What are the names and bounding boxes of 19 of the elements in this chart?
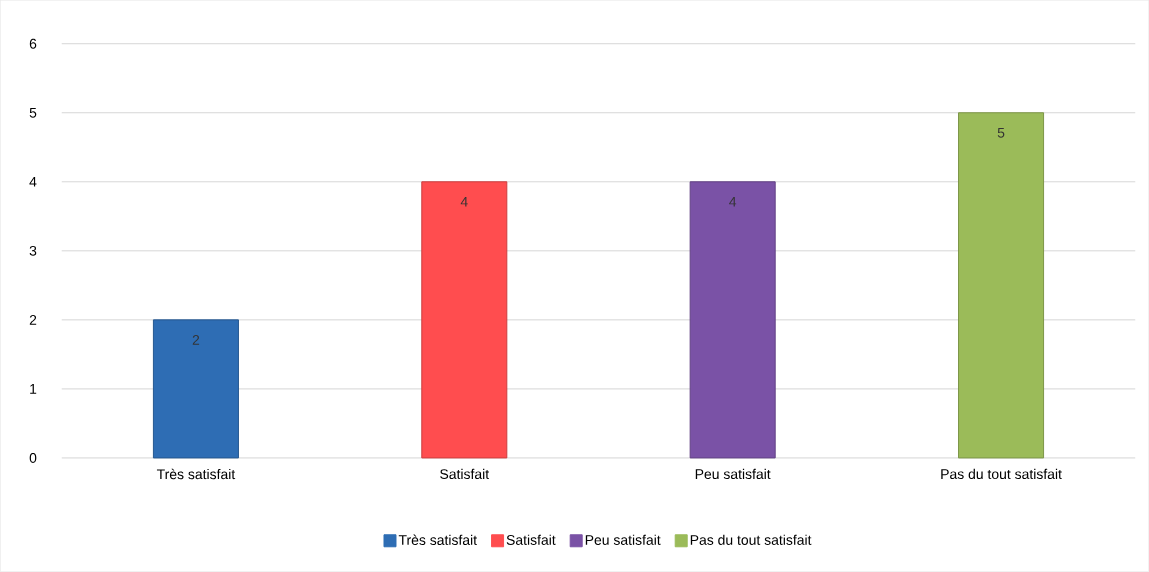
data-label: 4 [729,197,737,207]
y-tick-label: 3 [29,246,37,256]
legend-label: Satisfait [506,534,556,546]
x-tick-label: Très satisfait [156,468,236,480]
y-tick-label: 0 [29,453,37,464]
x-tick-label: Peu satisfait [695,468,771,480]
y-tick-label: 4 [29,177,37,187]
x-tick-label: Satisfait [440,468,490,480]
y-tick-label: 2 [29,315,37,325]
data-label: 4 [460,197,468,207]
y-tick-label: 5 [29,108,37,118]
data-label: 5 [997,128,1005,138]
y-tick-label: 1 [30,384,37,394]
x-tick-label: Pas du tout satisfait [941,468,1062,480]
legend-label: Pas du tout satisfait [690,534,812,546]
legend-label: Peu satisfait [585,534,661,546]
data-label: 2 [192,335,200,345]
legend-label: Très satisfait [398,534,477,546]
y-tick-label: 6 [29,38,37,49]
